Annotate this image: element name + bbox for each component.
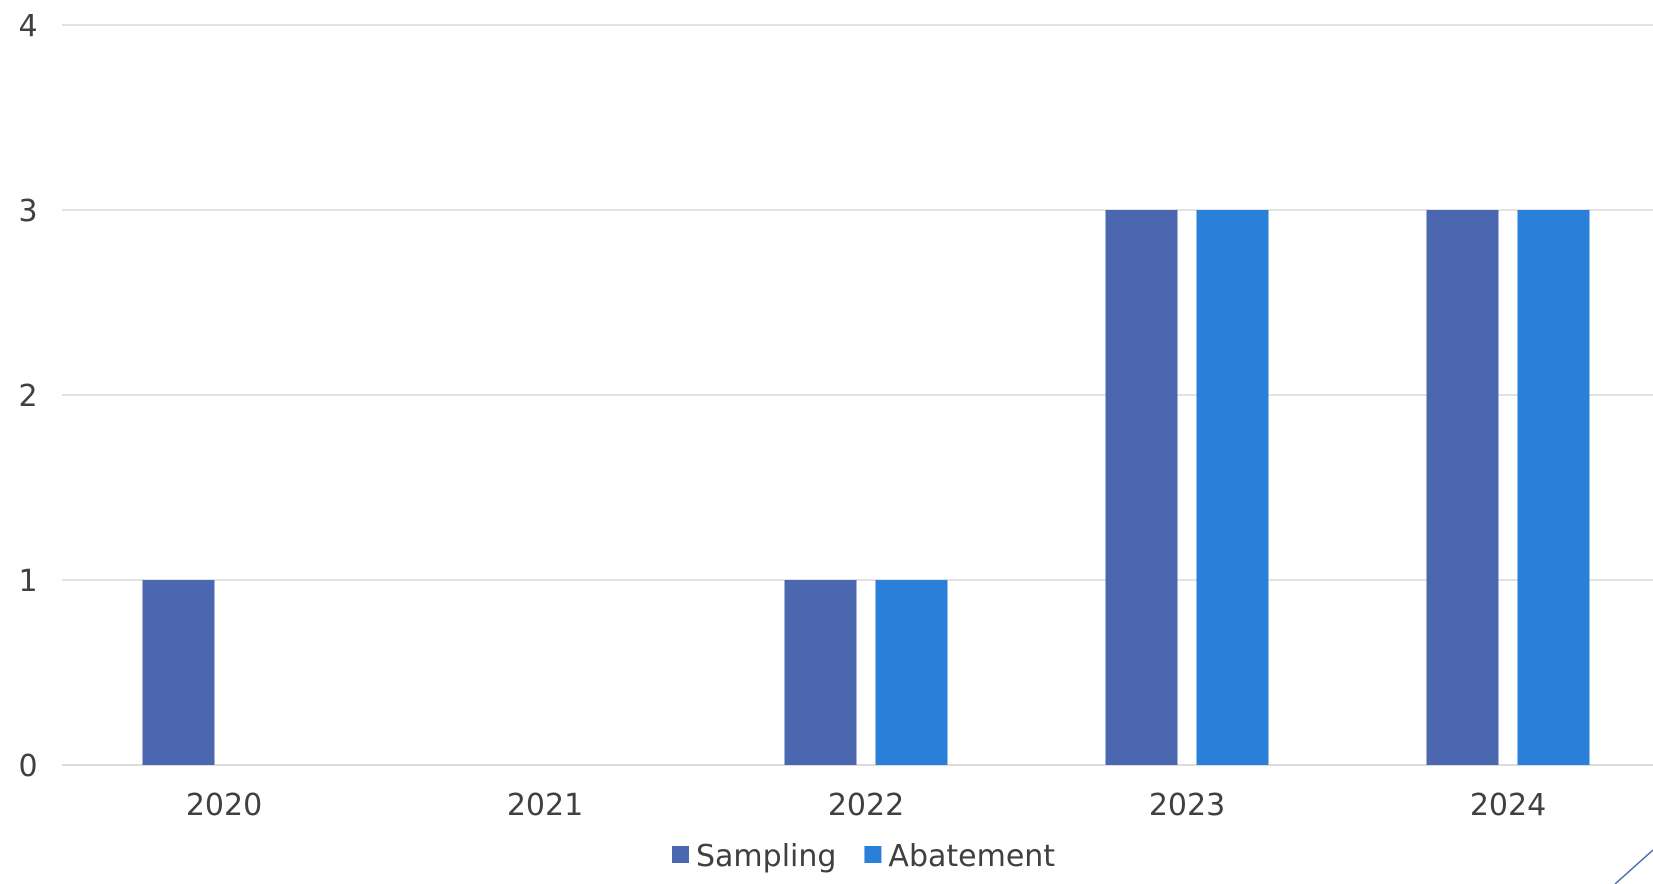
y-tick-label: 2: [18, 379, 37, 414]
bar-abatement-2022: [875, 580, 948, 765]
legend: Sampling Abatement: [672, 839, 1055, 874]
legend-swatch: [672, 846, 689, 863]
legend-item-sampling: Sampling: [672, 839, 836, 874]
x-tick-label: 2023: [1149, 788, 1225, 823]
x-tick-label: 2020: [186, 788, 262, 823]
legend-label: Sampling: [696, 839, 836, 874]
y-tick-label: 0: [18, 749, 37, 784]
y-tick-label: 1: [18, 564, 37, 599]
bar-abatement-2023: [1196, 210, 1269, 765]
bar-sampling-2022: [784, 580, 857, 765]
bars: [142, 210, 1590, 765]
bar-sampling-2020: [142, 580, 215, 765]
x-axis-tick-labels: 2020 2021 2022 2023 2024: [186, 788, 1546, 823]
y-axis-tick-labels: 0 1 2 3 4: [18, 9, 37, 784]
bar-abatement-2024: [1517, 210, 1590, 765]
legend-label: Abatement: [888, 839, 1055, 874]
legend-item-abatement: Abatement: [864, 839, 1055, 874]
y-gridlines: [62, 24, 1653, 766]
y-tick-label: 3: [18, 194, 37, 229]
bar-sampling-2024: [1426, 210, 1499, 765]
x-tick-label: 2021: [507, 788, 583, 823]
decorative-corner-line: [1614, 849, 1653, 884]
legend-swatch: [864, 846, 882, 863]
bar-sampling-2023: [1105, 210, 1178, 765]
y-tick-label: 4: [18, 9, 37, 44]
x-tick-label: 2022: [828, 788, 904, 823]
x-tick-label: 2024: [1470, 788, 1546, 823]
